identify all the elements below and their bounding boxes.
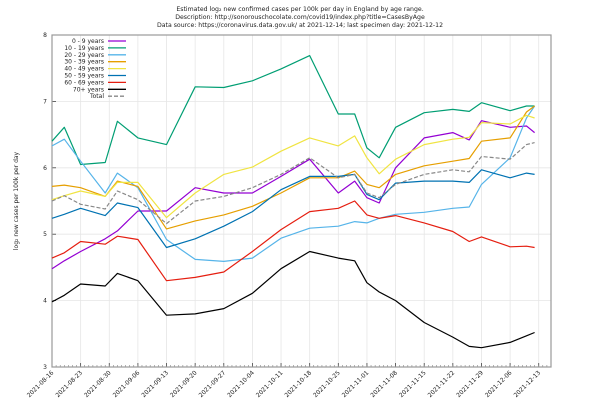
series-line-50-59-years — [51, 169, 535, 249]
chart-title-line-2: Description: http://sonorouschocolate.co… — [175, 14, 425, 21]
x-tick-label: 2021-09-27 — [198, 369, 228, 399]
series-line-60-69-years — [51, 200, 535, 282]
legend-label: 70+ years — [73, 86, 104, 93]
x-tick-label: 2021-09-20 — [169, 369, 199, 399]
x-tick-label: 2021-09-06 — [112, 369, 142, 399]
legend-label: 0 - 9 years — [72, 38, 104, 45]
y-tick-label: 5 — [43, 231, 47, 238]
x-tick-label: 2021-11-01 — [341, 369, 371, 399]
legend-label: 10 - 19 years — [64, 45, 104, 52]
x-tick-label: 2021-12-06 — [484, 369, 514, 399]
x-tick-label: 2021-10-11 — [255, 369, 285, 399]
series-line-20-29-years — [51, 105, 536, 262]
series-line-30-39-years — [51, 105, 535, 230]
series-line-10-19-years — [51, 54, 535, 166]
series-line-0-9-years — [51, 120, 535, 270]
plot-frame — [51, 34, 552, 368]
series-line-70-years — [51, 250, 535, 349]
legend-label: 40 - 49 years — [64, 66, 104, 73]
x-tick-label: 2021-10-04 — [226, 369, 256, 399]
x-tick-label: 2021-12-13 — [513, 369, 543, 399]
y-axis-label: log₂ new cases per 100k per day — [13, 151, 20, 250]
x-tick-label: 2021-09-13 — [140, 369, 170, 399]
x-tick-label: 2021-08-30 — [83, 369, 113, 399]
legend-label: 30 - 39 years — [64, 59, 104, 66]
chart-title-line-1: Estimated log₂ new confirmed cases per 1… — [176, 6, 423, 13]
x-tick-label: 2021-08-23 — [54, 369, 84, 399]
y-tick-label: 6 — [43, 165, 47, 172]
x-tick-label: 2021-11-29 — [455, 369, 485, 399]
series-line-total — [51, 142, 535, 225]
series-line-40-49-years — [51, 114, 535, 219]
legend-label: 20 - 29 years — [64, 52, 104, 59]
y-tick-label: 7 — [43, 98, 47, 105]
chart-title-line-3: Data source: https://coronavirus.data.go… — [157, 22, 443, 29]
y-tick-label: 3 — [43, 364, 47, 371]
x-tick-label: 2021-10-25 — [312, 369, 342, 399]
x-tick-label: 2021-11-15 — [398, 369, 428, 399]
grid — [51, 34, 551, 368]
y-tick-label: 4 — [43, 298, 47, 305]
series-lines — [51, 54, 536, 349]
x-tick-label: 2021-11-08 — [369, 369, 399, 399]
legend-label: 60 - 69 years — [64, 79, 104, 86]
legend-label: Total — [89, 93, 104, 100]
x-tick-label: 2021-11-22 — [427, 369, 457, 399]
x-tick-label: 2021-08-16 — [26, 369, 56, 399]
legend-label: 50 - 59 years — [64, 73, 104, 80]
x-tick-label: 2021-10-18 — [283, 369, 313, 399]
y-tick-label: 8 — [43, 32, 47, 39]
